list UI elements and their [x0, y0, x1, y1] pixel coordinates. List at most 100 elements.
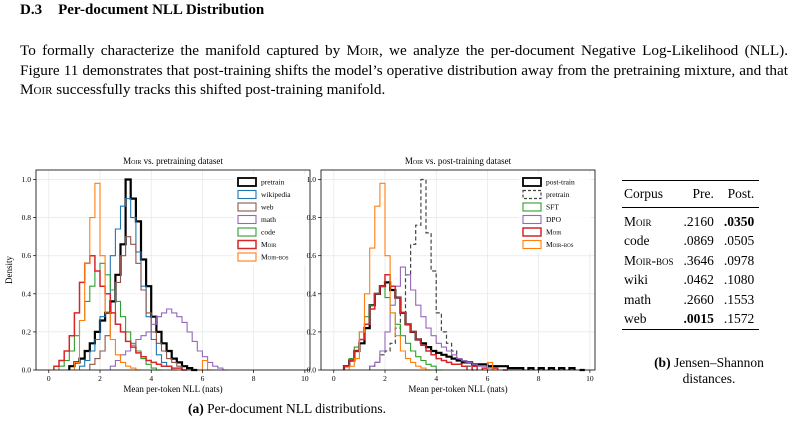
x-axis-label: Mean per-token NLL (nats): [123, 384, 222, 394]
series-line-post-train: [342, 281, 585, 372]
y-tick-label: 1.0: [307, 175, 317, 184]
legend-label: pretrain: [546, 190, 570, 199]
table-header-pre: Pre.: [692, 186, 714, 201]
series-line-math: [109, 308, 229, 371]
table-cell-post: .1572: [723, 311, 755, 327]
legend-swatch: [237, 252, 257, 262]
table-row: code .0869 .0505: [622, 232, 759, 252]
table-row: Moir-bos .3646 .0978: [622, 251, 759, 271]
table-cell-pre: .3646: [683, 252, 714, 268]
series-line-dpo: [369, 266, 498, 371]
y-tick-label: 1.0: [22, 175, 32, 184]
legend-swatch: [237, 189, 257, 200]
chart-title: Moir vs. post-training dataset: [405, 156, 512, 166]
legend-label: Moir-bos: [546, 240, 574, 249]
table-header-post: Post.: [727, 186, 755, 201]
x-tick-label: 6: [201, 374, 205, 383]
histogram-panel-1: 0 2 4 6 8 10 0.0 0.2 0.4 0.6 0.8 1.0 Mean per-token …: [4, 156, 311, 394]
y-tick-label: 0.6: [307, 251, 317, 260]
legend-swatch: [237, 202, 257, 212]
series-line-pretrain: [68, 178, 198, 372]
legend-label: post-train: [546, 178, 575, 187]
paragraph-text: successfully tracks this shifted post-tr…: [52, 81, 386, 98]
legend-swatch: [522, 189, 542, 200]
legend-label: SFT: [546, 203, 559, 212]
table-cell-corpus: Moir: [624, 213, 652, 229]
table-cell-corpus: code: [624, 233, 650, 249]
legend-label: Moir: [261, 240, 277, 249]
chart-title-method: Moir: [405, 156, 423, 166]
table-header-row: Corpus Pre. Post.: [622, 180, 760, 208]
table-cell-corpus: wiki: [624, 272, 649, 288]
plot-frame: [320, 169, 596, 371]
section-heading: D.3 Per-document NLL Distribution: [20, 2, 264, 19]
series-line-code: [58, 262, 162, 371]
table-cell-post: .1553: [723, 291, 755, 307]
table-cell-corpus: web: [624, 311, 647, 327]
table-cell-post: .0505: [723, 233, 755, 249]
caption-b: (b) Jensen–Shannon distances.: [628, 355, 790, 387]
legend-swatch: [522, 214, 542, 225]
table-cell-post: .1080: [723, 272, 755, 288]
x-tick-label: 8: [537, 374, 541, 383]
legend-swatch: [237, 227, 257, 237]
series-line-moir: [343, 274, 508, 371]
x-tick-label: 10: [301, 374, 309, 383]
legend-swatch: [522, 227, 542, 237]
y-tick-label: 0.4: [307, 289, 317, 298]
method-name: Moir: [20, 81, 53, 98]
legend-swatch: [237, 214, 257, 225]
table-row: web .0015 .1572: [622, 310, 760, 330]
caption-a-text: Per-document NLL distributions.: [203, 401, 386, 416]
table-cell-post: .0350: [723, 213, 755, 229]
y-tick-label: 0.2: [307, 327, 317, 336]
table-cell-pre: .0462: [683, 272, 714, 288]
chart-title: Moir vs. pretraining dataset: [123, 156, 223, 166]
legend-label: math: [261, 215, 276, 224]
section-number: D.3: [20, 2, 43, 18]
x-tick-label: 4: [149, 374, 153, 383]
table-row: wiki .0462 .1080: [622, 271, 759, 291]
legend-label: pretrain: [261, 178, 285, 187]
series-line-moir-bos: [348, 182, 498, 371]
nll-histogram-figure: 0 2 4 6 8 10 0.0 0.2 0.4 0.6 0.8 1.0 Mean per-token …: [4, 156, 596, 394]
x-tick-label: 2: [383, 374, 387, 383]
paragraph-text: To formally characterize the manifold ca…: [20, 42, 347, 59]
table-row: math .2660 .1553: [622, 290, 759, 310]
x-tick-label: 0: [47, 374, 51, 383]
caption-b-text: Jensen–Shannon distances.: [670, 355, 764, 386]
body-paragraph: To formally characterize the manifold ca…: [20, 41, 788, 100]
series-line-moir: [53, 254, 188, 371]
method-name: Moir: [346, 42, 379, 59]
legend-label: DPO: [546, 215, 562, 224]
legend-label: Moir-bos: [261, 253, 289, 262]
legend-swatch: [522, 177, 542, 187]
chart-title-suffix: vs. pretraining dataset: [141, 156, 223, 166]
series-line-wikipedia: [78, 198, 177, 371]
histogram-panel-2: 0 2 4 6 8 10 0.0 0.2 0.4 0.6 0.8 1.0 Mean per-token …: [307, 156, 596, 394]
y-tick-label: 0.8: [22, 213, 32, 222]
caption-b-label: (b): [654, 355, 671, 370]
caption-a-label: (a): [188, 401, 204, 416]
x-axis-label: Mean per-token NLL (nats): [408, 384, 507, 394]
y-tick-label: 0.2: [22, 327, 32, 336]
series-line-web: [89, 236, 188, 371]
legend-swatch: [522, 239, 542, 250]
section-title: Per-document NLL Distribution: [58, 2, 265, 18]
x-tick-label: 6: [486, 374, 490, 383]
legend-label: code: [261, 228, 276, 237]
y-tick-label: 0.4: [22, 289, 32, 298]
legend-box: [234, 174, 306, 266]
legend-swatch: [522, 202, 542, 212]
x-tick-label: 0: [332, 374, 336, 383]
caption-a: (a) Per-document NLL distributions.: [188, 401, 386, 417]
x-tick-label: 4: [434, 374, 438, 383]
table-cell-corpus: math: [624, 291, 651, 307]
legend-box: [519, 174, 591, 253]
y-tick-label: 0.0: [22, 366, 32, 375]
plot-frame: [35, 169, 311, 371]
table-cell-pre: .0869: [683, 233, 714, 249]
legend-label: wikipedia: [261, 190, 291, 199]
paragraph-text: , we analyze the per-document Negative L…: [20, 42, 789, 79]
table-cell-pre: .0015: [683, 311, 714, 327]
